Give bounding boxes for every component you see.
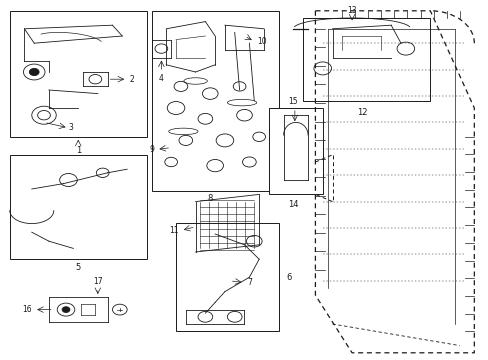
Bar — [10, 155, 146, 259]
Text: 6: 6 — [285, 273, 291, 282]
Text: 10: 10 — [256, 37, 266, 46]
Text: 3: 3 — [68, 123, 73, 132]
Bar — [10, 11, 146, 137]
Text: 15: 15 — [288, 97, 298, 106]
Text: 7: 7 — [246, 278, 251, 287]
Text: 14: 14 — [287, 200, 298, 209]
Circle shape — [62, 307, 70, 312]
Text: 17: 17 — [93, 277, 102, 286]
Bar — [303, 18, 429, 101]
Bar — [176, 223, 278, 331]
Text: 13: 13 — [346, 6, 356, 15]
Text: 5: 5 — [76, 263, 81, 272]
Bar — [268, 108, 322, 194]
Text: 11: 11 — [169, 226, 178, 235]
Text: 1: 1 — [76, 146, 81, 155]
Circle shape — [29, 68, 39, 76]
Text: 12: 12 — [356, 108, 366, 117]
Text: 8: 8 — [207, 194, 212, 203]
Text: 9: 9 — [149, 145, 154, 154]
Text: 2: 2 — [129, 75, 134, 84]
Text: 4: 4 — [159, 74, 163, 83]
Text: 16: 16 — [22, 305, 32, 314]
Bar — [151, 11, 278, 191]
